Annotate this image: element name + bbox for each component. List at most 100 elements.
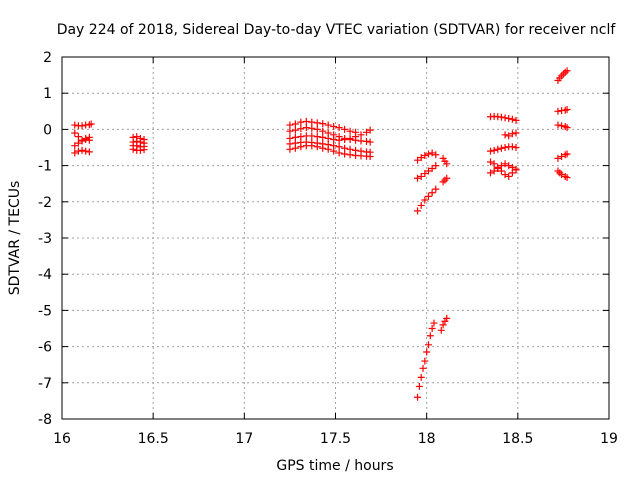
x-tick-label: 18 xyxy=(418,431,436,447)
data-point-marker xyxy=(308,132,316,140)
data-point-marker xyxy=(129,145,137,153)
data-point-marker xyxy=(346,134,354,142)
data-point-marker xyxy=(428,189,436,197)
data-point-marker xyxy=(558,171,566,179)
data-point-marker xyxy=(82,136,90,144)
data-point-marker xyxy=(494,164,502,172)
data-point-marker xyxy=(346,151,354,159)
data-point-marker xyxy=(430,319,438,327)
data-point-marker xyxy=(319,144,327,152)
data-point-marker xyxy=(71,149,79,157)
data-point-marker xyxy=(352,133,360,141)
data-point-marker xyxy=(324,145,332,153)
data-point-marker xyxy=(319,133,327,141)
y-axis-label: SDTVAR / TECUs xyxy=(7,181,23,296)
data-point-marker xyxy=(74,147,82,155)
y-tick-label: -4 xyxy=(38,267,52,283)
data-point-marker xyxy=(71,142,79,150)
data-point-marker xyxy=(330,136,338,144)
x-tick-label: 16.5 xyxy=(138,431,169,447)
data-point-marker xyxy=(362,137,370,145)
data-point-marker xyxy=(563,174,571,182)
data-point-marker xyxy=(291,144,299,152)
data-point-marker xyxy=(324,134,332,142)
y-tick-label: -8 xyxy=(38,412,52,428)
x-tick-label: 18.5 xyxy=(502,431,533,447)
data-point-marker xyxy=(74,133,82,141)
y-tick-label: -7 xyxy=(38,376,52,392)
data-point-marker xyxy=(563,150,571,158)
data-point-marker xyxy=(508,143,516,151)
data-point-marker xyxy=(497,113,505,121)
data-point-marker xyxy=(335,124,343,132)
data-point-marker xyxy=(319,120,327,128)
x-tick-label: 17.5 xyxy=(320,431,351,447)
data-point-marker xyxy=(432,151,440,159)
x-tick-label: 17 xyxy=(235,431,253,447)
axis-ticks: 16 16.5 17 17.5 18 18.5 19 -8 -7 -6 -5 -4 -3 -2 -1 0 1 2 xyxy=(38,50,618,447)
data-point-marker xyxy=(563,124,571,132)
data-point-marker xyxy=(291,126,299,134)
data-point-marker xyxy=(286,121,294,129)
y-tick-label: -5 xyxy=(38,303,52,319)
data-point-marker xyxy=(508,115,516,123)
data-point-marker xyxy=(319,127,327,135)
x-tick-label: 16 xyxy=(53,431,71,447)
chart-title: Day 224 of 2018, Sidereal Day-to-day VTE… xyxy=(57,22,617,38)
data-point-marker xyxy=(486,158,494,166)
y-tick-label: -3 xyxy=(38,231,52,247)
data-point-marker xyxy=(512,144,520,151)
data-point-marker xyxy=(428,149,436,157)
data-point-marker xyxy=(302,117,310,125)
data-point-marker xyxy=(78,122,86,130)
data-point-marker xyxy=(494,145,502,153)
data-point-marker xyxy=(428,164,436,172)
data-point-marker xyxy=(335,136,343,144)
data-point-marker xyxy=(415,382,423,390)
data-point-marker xyxy=(78,146,86,154)
data-point-marker xyxy=(424,192,432,200)
data-point-marker xyxy=(82,147,90,155)
data-point-marker xyxy=(443,174,451,182)
data-point-marker xyxy=(421,170,429,178)
data-point-marker xyxy=(366,138,374,146)
data-point-marker xyxy=(362,128,370,136)
y-tick-label: -2 xyxy=(38,195,52,211)
data-point-marker xyxy=(286,127,294,135)
data-point-marker xyxy=(85,148,93,156)
data-point-marker xyxy=(501,114,509,122)
data-point-marker xyxy=(501,131,509,139)
y-tick-label: -1 xyxy=(38,159,52,175)
data-point-marker xyxy=(443,160,451,168)
data-point-marker xyxy=(414,393,422,401)
data-point-marker xyxy=(366,153,374,161)
x-tick-label: 19 xyxy=(600,431,618,447)
data-point-marker xyxy=(505,172,513,180)
data-point-marker xyxy=(497,144,505,152)
data-point-marker xyxy=(512,116,520,124)
data-point-marker xyxy=(71,121,79,129)
data-point-marker xyxy=(291,120,299,128)
data-point-marker xyxy=(512,166,520,174)
data-point-marker xyxy=(313,125,321,133)
data-point-marker xyxy=(74,139,82,147)
data-point-marker xyxy=(414,207,422,215)
data-point-marker xyxy=(437,326,445,334)
data-point-marker xyxy=(341,150,349,158)
data-point-marker xyxy=(302,124,310,132)
data-point-marker xyxy=(335,143,343,151)
data-point-marker xyxy=(424,341,432,349)
data-points xyxy=(71,67,571,401)
data-point-marker xyxy=(417,154,425,162)
data-point-marker xyxy=(297,143,305,151)
data-point-marker xyxy=(85,136,93,144)
data-point-marker xyxy=(508,163,516,171)
data-point-marker xyxy=(297,118,305,126)
y-tick-label: 0 xyxy=(43,122,52,138)
y-tick-label: 2 xyxy=(43,50,52,66)
data-point-marker xyxy=(341,136,349,144)
data-point-marker xyxy=(421,151,429,159)
data-point-marker xyxy=(414,174,422,182)
data-point-marker xyxy=(140,146,148,154)
